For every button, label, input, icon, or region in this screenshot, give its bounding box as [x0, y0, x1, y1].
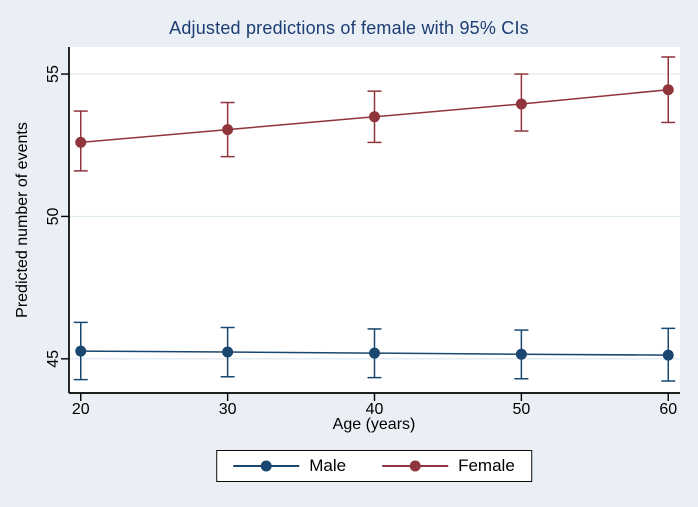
data-point-female-40	[369, 111, 380, 123]
legend-line-female	[382, 460, 449, 472]
x-tick-label-50: 50	[512, 401, 530, 418]
data-point-female-50	[515, 98, 527, 110]
data-point-male-20	[75, 345, 87, 357]
data-point-female-60	[662, 84, 674, 96]
data-point-female-30	[222, 124, 234, 136]
chart-title: Adjusted predictions of female with 95% …	[169, 18, 529, 38]
y-tick-label-55: 55	[45, 65, 62, 83]
x-tick-label-20: 20	[72, 401, 90, 418]
legend-item-male: Male	[233, 456, 346, 476]
y-tick-label-50: 50	[45, 207, 62, 225]
data-point-male-50	[515, 348, 527, 360]
data-point-male-40	[369, 347, 380, 359]
legend-marker-female-icon	[409, 460, 421, 472]
legend-marker-male-icon	[260, 460, 272, 472]
x-axis-title: Age (years)	[332, 416, 416, 433]
data-point-male-60	[662, 349, 674, 361]
x-tick-label-60: 60	[659, 401, 677, 418]
legend-label-female: Female	[458, 456, 515, 475]
x-tick-label-30: 30	[219, 401, 237, 418]
legend-box: Male Female	[216, 450, 532, 482]
x-tick-label-40: 40	[366, 401, 384, 418]
legend-label-male: Male	[309, 456, 347, 475]
y-axis-title: Predicted number of events	[14, 122, 31, 318]
y-tick-label-45: 45	[45, 350, 62, 368]
data-point-male-30	[222, 346, 234, 358]
legend-line-male	[233, 460, 300, 472]
legend-item-female: Female	[382, 456, 515, 476]
data-point-female-20	[75, 136, 87, 148]
